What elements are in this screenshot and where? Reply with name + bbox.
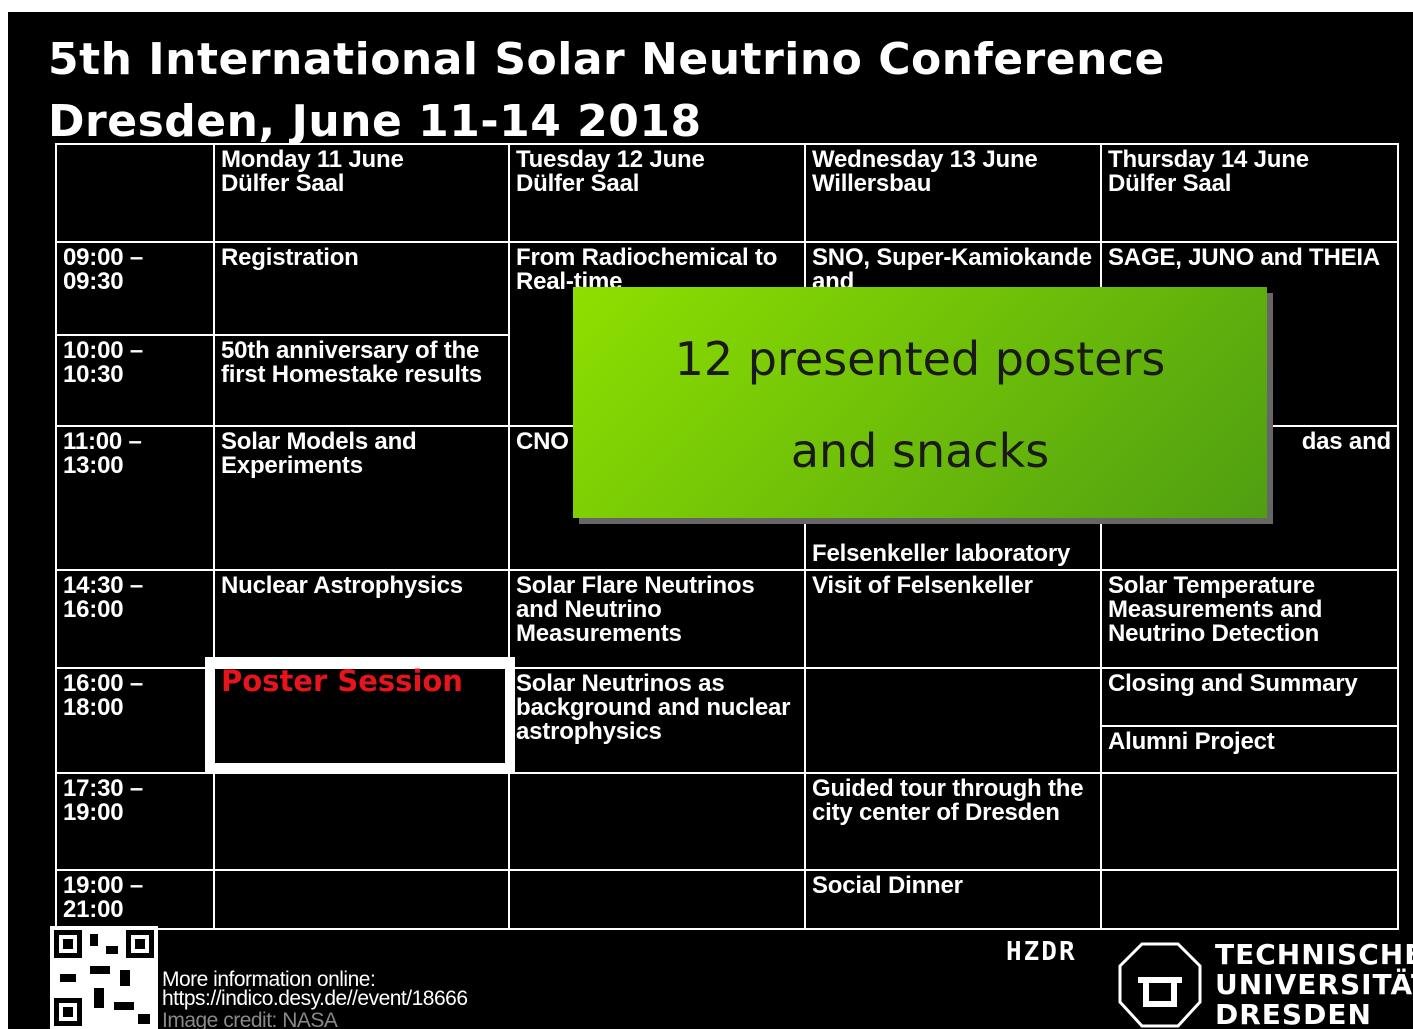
url-text: https://indico.desy.de//event/18666 — [162, 987, 468, 1010]
hzdr-logo: HZDR — [1006, 937, 1077, 967]
header-cell: Wednesday 13 June Willersbau — [804, 143, 1102, 243]
time-from: 19:00 – — [63, 872, 143, 899]
time-to: 19:00 — [63, 799, 124, 826]
time: 11:00 –13:00 — [55, 424, 215, 572]
venue: Dülfer Saal — [516, 170, 640, 197]
venue: Dülfer Saal — [1108, 170, 1232, 197]
time-to: 13:00 — [63, 451, 124, 479]
time: 16:00 –18:00 — [55, 667, 215, 774]
time-to: 16:00 — [63, 596, 124, 623]
highlight-frame — [205, 657, 515, 773]
header-cell: Thursday 14 June Dülfer Saal — [1100, 143, 1399, 243]
time: 19:00 –21:00 — [55, 869, 215, 930]
tu-logo-text: UNIVERSITÄT — [1215, 968, 1413, 1001]
session-text: SNO, Super-Kamiokande and — [812, 244, 1092, 295]
title: Dresden, June 11-14 2018 — [48, 96, 702, 147]
credit-text: Image credit: NASA — [162, 1009, 338, 1029]
session: Solar Models and Experiments — [213, 424, 510, 572]
info-text: More information online: — [162, 968, 376, 991]
time-from: 09:00 – — [63, 244, 143, 271]
time-to: 21:00 — [63, 896, 124, 923]
title: 5th International Solar Neutrino Confere… — [48, 34, 1165, 85]
session: 50th anniversary of the first Homestake … — [213, 333, 510, 427]
session: Social Dinner — [804, 869, 1102, 930]
day: Monday 11 June — [221, 146, 404, 173]
day: Thursday 14 June — [1108, 146, 1309, 173]
time-from: 16:00 – — [63, 670, 143, 697]
time-from: 11:00 – — [63, 427, 142, 455]
day: Tuesday 12 June — [516, 146, 705, 173]
session: Registration — [213, 241, 510, 336]
header-cell: Monday 11 June Dülfer Saal — [213, 143, 510, 243]
slide: 5th International Solar Neutrino Confere… — [8, 12, 1413, 1029]
session: Alumni Project — [1100, 725, 1399, 774]
time-to: 09:30 — [63, 268, 124, 295]
venue: Willersbau — [812, 170, 932, 197]
session: Solar Neutrinos as background and nuclea… — [508, 667, 806, 774]
time-from: 14:30 – — [63, 572, 143, 599]
time: 10:00 –10:30 — [55, 333, 215, 427]
venue: Dülfer Saal — [221, 170, 345, 197]
session: Nuclear Astrophysics — [213, 569, 510, 669]
time-from: 10:00 – — [63, 336, 143, 364]
session: Visit of Felsenkeller — [804, 569, 1102, 669]
session-text: Felsenkeller laboratory — [812, 540, 1071, 567]
time-to: 10:30 — [63, 360, 124, 388]
time-from: 17:30 – — [63, 775, 143, 802]
schedule-table: Monday 11 June Dülfer Saal Tuesday 12 Jun… — [55, 143, 1399, 930]
time: 17:30 –19:00 — [55, 772, 215, 871]
time: 09:00 –09:30 — [55, 241, 215, 336]
overlay-box: 12 presented posters and snacks — [573, 287, 1267, 518]
tu-logo-mark — [1118, 942, 1202, 1028]
tu-logo-text: DRESDEN — [1215, 998, 1372, 1029]
poster-session: Poster Session — [221, 664, 463, 698]
session: Solar Temperature Measurements and Neutr… — [1100, 569, 1399, 669]
session: Guided tour through the city center of D… — [804, 772, 1102, 871]
session: Closing and Summary — [1100, 667, 1399, 727]
overlay-text: and snacks — [790, 424, 1050, 478]
time: 14:30 –16:00 — [55, 569, 215, 669]
day: Wednesday 13 June — [812, 146, 1038, 173]
qr-code — [50, 926, 158, 1029]
tu-logo-text: TECHNISCHE — [1215, 938, 1413, 971]
time-to: 18:00 — [63, 694, 124, 721]
overlay-text: 12 presented posters — [674, 332, 1166, 386]
session: Solar Flare Neutrinos and Neutrino Measu… — [508, 569, 806, 669]
header-cell: Tuesday 12 June Dülfer Saal — [508, 143, 806, 243]
